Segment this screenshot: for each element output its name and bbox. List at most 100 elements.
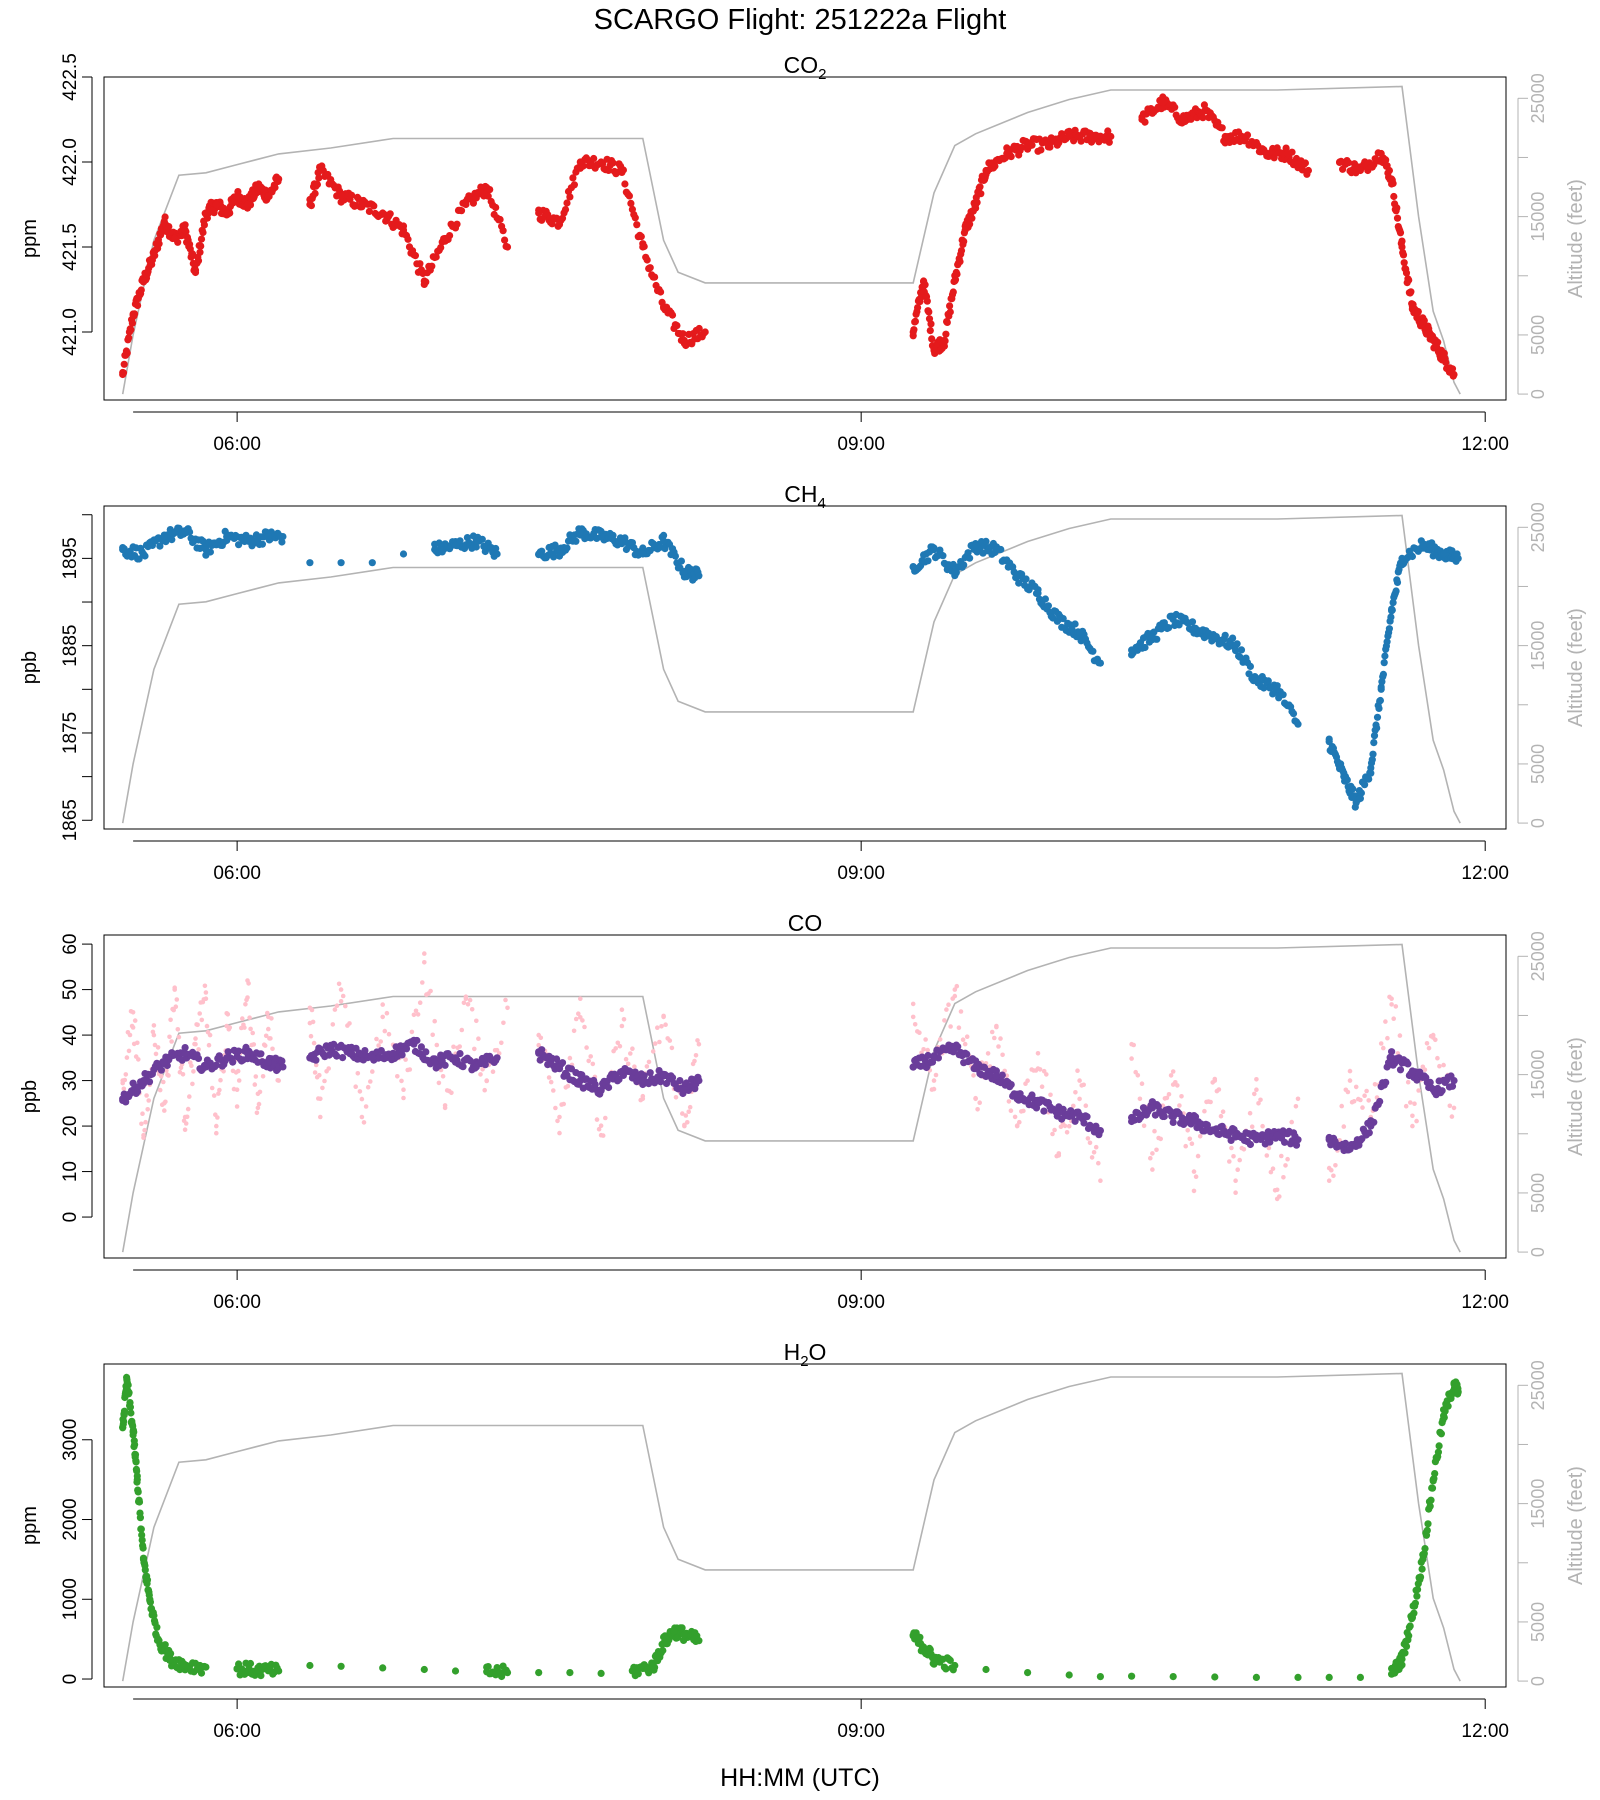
panel-title: CO2 [784, 52, 827, 83]
data-point [501, 1020, 506, 1026]
data-point [359, 1096, 365, 1102]
data-point [1073, 1090, 1078, 1095]
data-point [202, 209, 210, 217]
data-point [1440, 1412, 1448, 1420]
data-point [1385, 625, 1393, 633]
data-point [966, 220, 974, 228]
data-point [478, 1072, 483, 1077]
panel-4: H2O 0 1000 2000 3000 ppm 0 5000 15000 25000 Altitu… [19, 1339, 1587, 1742]
data-point [200, 221, 208, 229]
data-point [1435, 1055, 1440, 1061]
data-point [651, 273, 659, 281]
data-point [247, 1015, 252, 1020]
data-point [1426, 1502, 1434, 1510]
data-point [964, 549, 972, 557]
data-point [1396, 1066, 1405, 1074]
data-point [451, 1044, 456, 1050]
data-point [1258, 1097, 1263, 1103]
data-point [1376, 696, 1384, 705]
data-point [952, 987, 958, 992]
data-point [1426, 1078, 1434, 1086]
data-point [181, 1049, 189, 1057]
data-point [229, 1058, 237, 1066]
data-point [1383, 638, 1391, 646]
data-point [132, 1458, 140, 1466]
panel-1: CO2 421.0 421.5 422.0 422.5 ppm 0 5000 15000 2500… [19, 52, 1587, 455]
data-point [1341, 1139, 1350, 1147]
data-point [196, 1047, 201, 1052]
data-point [318, 1096, 323, 1102]
data-point [1434, 1448, 1442, 1456]
data-point [695, 1637, 703, 1645]
data-point [1414, 1118, 1419, 1124]
data-point [1266, 1145, 1272, 1151]
data-point [572, 537, 580, 545]
data-point [420, 1665, 428, 1674]
data-point [1423, 1526, 1431, 1534]
data-point [1294, 720, 1302, 728]
data-point [597, 158, 605, 166]
data-point [120, 1078, 125, 1083]
data-point [976, 183, 984, 191]
data-point [127, 1409, 135, 1417]
data-point [982, 1665, 990, 1674]
data-point [276, 1078, 282, 1083]
data-point [1170, 1069, 1176, 1074]
data-point [680, 1630, 689, 1638]
data-point [279, 533, 287, 541]
data-point [1454, 1388, 1462, 1396]
data-point [143, 1576, 152, 1584]
data-point [315, 174, 323, 182]
data-point [625, 192, 634, 200]
data-point [930, 345, 938, 353]
data-point [660, 537, 668, 545]
y-tick-label: 0 [60, 1674, 81, 1685]
data-point [223, 533, 231, 541]
panel-title: CH4 [784, 481, 826, 512]
data-point [202, 546, 210, 554]
data-point [132, 1018, 138, 1023]
data-point [461, 1000, 467, 1006]
data-point [263, 1033, 269, 1039]
data-point [480, 1067, 485, 1072]
data-point [1212, 1078, 1218, 1083]
data-point [657, 1078, 665, 1086]
data-point [535, 1049, 543, 1057]
altitude-tick-label: 0 [1528, 1247, 1548, 1257]
data-point [1408, 552, 1416, 561]
y-tick-label: 421.5 [60, 223, 81, 271]
data-point [1076, 1113, 1084, 1121]
data-point [668, 1074, 677, 1082]
data-point [570, 181, 579, 189]
data-point [279, 1063, 287, 1071]
x-tick-label: 09:00 [837, 1721, 885, 1742]
data-point [1279, 1153, 1284, 1159]
data-point [164, 1068, 169, 1073]
data-point [1408, 1611, 1416, 1619]
data-point [557, 1130, 562, 1136]
data-point [1199, 114, 1207, 122]
data-point [992, 1035, 997, 1041]
data-point [278, 1057, 286, 1065]
data-point [270, 1046, 275, 1052]
data-point [576, 158, 584, 166]
altitude-tick-label: 15000 [1528, 192, 1548, 242]
data-point [649, 1662, 657, 1670]
data-point [176, 1034, 182, 1040]
data-point [1424, 1041, 1430, 1046]
data-point [129, 1428, 137, 1436]
data-point [682, 1123, 687, 1129]
data-point [680, 336, 689, 345]
data-point [1370, 739, 1378, 747]
data-point [958, 1009, 964, 1014]
data-point [673, 322, 681, 330]
data-point [409, 1029, 415, 1035]
data-point [407, 1067, 413, 1072]
y-tick-label: 30 [60, 1070, 81, 1091]
data-point [1232, 642, 1240, 650]
data-point [998, 1036, 1003, 1041]
data-point [1232, 1131, 1240, 1139]
data-point [1107, 132, 1115, 141]
data-point [590, 154, 598, 163]
